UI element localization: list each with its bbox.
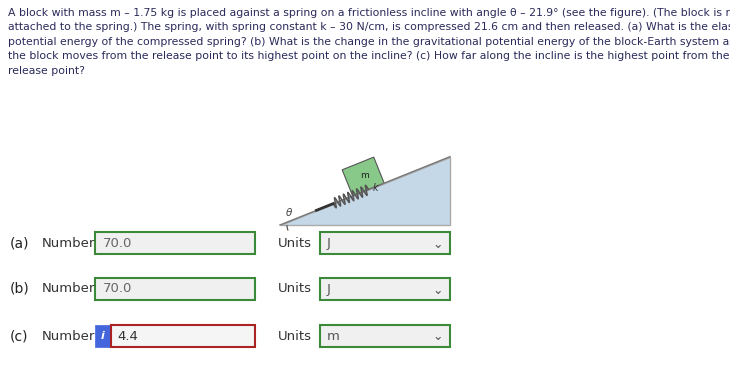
Text: ⌄: ⌄ [433,283,443,297]
Text: Number: Number [42,329,96,343]
Text: (a): (a) [10,236,29,250]
Text: ⌄: ⌄ [433,331,443,343]
Text: i: i [101,331,105,341]
Text: A block with mass m – 1.75 kg is placed against a spring on a frictionless incli: A block with mass m – 1.75 kg is placed … [8,8,730,76]
FancyBboxPatch shape [320,232,450,254]
Text: 70.0: 70.0 [103,282,132,295]
Text: 4.4: 4.4 [117,329,138,343]
Text: m: m [360,171,369,180]
Polygon shape [280,157,450,225]
Text: Units: Units [278,236,312,249]
Text: 70.0: 70.0 [103,236,132,249]
Text: k: k [372,183,378,193]
FancyBboxPatch shape [111,325,255,347]
Text: (c): (c) [10,329,28,343]
Text: m: m [327,329,340,343]
Text: θ: θ [286,208,293,218]
FancyBboxPatch shape [95,325,111,347]
Text: Units: Units [278,282,312,295]
Text: Number: Number [42,282,96,295]
Text: ⌄: ⌄ [433,237,443,251]
FancyBboxPatch shape [95,278,255,300]
Text: Number: Number [42,236,96,249]
Text: Units: Units [278,329,312,343]
Text: J: J [327,282,331,295]
FancyBboxPatch shape [95,232,255,254]
Polygon shape [342,157,384,196]
Text: (b): (b) [10,282,30,296]
FancyBboxPatch shape [320,325,450,347]
Text: J: J [327,236,331,249]
FancyBboxPatch shape [320,278,450,300]
